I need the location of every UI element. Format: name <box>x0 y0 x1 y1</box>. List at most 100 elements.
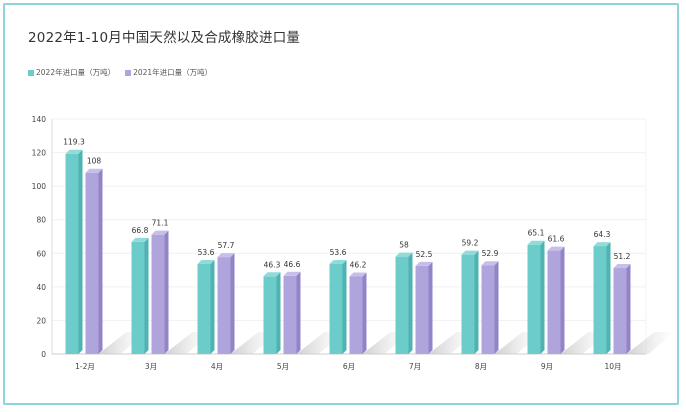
bar-2022-top <box>131 237 149 242</box>
x-tick-label: 8月 <box>475 362 487 371</box>
bar-2022-top <box>197 260 215 265</box>
y-tick-label: 0 <box>41 350 46 359</box>
data-label-2022: 53.6 <box>198 248 215 257</box>
data-label-2021: 71.1 <box>152 219 169 228</box>
bar-2022-side <box>144 237 149 354</box>
y-tick-label: 140 <box>32 115 47 124</box>
bar-2021 <box>547 250 561 354</box>
bar-2021-top <box>415 261 433 266</box>
bar-2022 <box>395 256 409 354</box>
chart-legend: 2022年进口量（万吨） 2021年进口量（万吨） <box>28 67 222 78</box>
bar-2022-top <box>395 252 413 257</box>
chart-title: 2022年1-10月中国天然以及合成橡胶进口量 <box>28 30 301 46</box>
data-label-2021: 61.6 <box>548 235 565 244</box>
bar-2021-top <box>613 264 631 269</box>
bar-2021-top <box>151 230 169 235</box>
bar-2021 <box>85 172 99 354</box>
bar-2021-side <box>626 264 631 354</box>
bar-2021-top <box>481 261 499 266</box>
legend-label-2022: 2022年进口量（万吨） <box>36 68 116 77</box>
bar-2022 <box>329 264 343 354</box>
y-tick-label: 120 <box>32 149 47 158</box>
bar-2022-top <box>329 260 347 265</box>
data-label-2022: 53.6 <box>330 248 347 257</box>
bar-2022-top <box>263 272 281 277</box>
y-tick-label: 20 <box>36 316 46 325</box>
y-tick-label: 80 <box>36 216 46 225</box>
data-label-2021: 51.2 <box>614 252 631 261</box>
bar-2022-top <box>65 149 83 154</box>
bar-2022-side <box>78 149 83 354</box>
bar-2021 <box>613 268 627 354</box>
data-label-2022: 66.8 <box>132 226 149 235</box>
data-label-2022: 64.3 <box>594 230 611 239</box>
bar-2021-side <box>98 168 103 354</box>
legend-swatch-2021 <box>125 69 132 76</box>
bar-2021-top <box>349 272 367 277</box>
bar-2021 <box>217 257 231 354</box>
x-tick-label: 5月 <box>277 362 289 371</box>
bar-2021-side <box>428 261 433 354</box>
legend-item-2021[interactable]: 2021年进口量（万吨） <box>125 67 212 78</box>
y-tick-label: 60 <box>36 249 46 258</box>
bar-2022-side <box>540 240 545 354</box>
x-tick-label: 1-2月 <box>75 362 95 371</box>
legend-item-2022[interactable]: 2022年进口量（万吨） <box>28 67 115 78</box>
bar-2021-top <box>547 246 565 251</box>
bar-2021-side <box>296 271 301 354</box>
bar-2021-side <box>230 253 235 354</box>
bar-2021-side <box>494 261 499 354</box>
bar-2021 <box>415 265 429 354</box>
data-label-2022: 65.1 <box>528 229 545 238</box>
bar-2021-top <box>85 168 103 173</box>
bar-2021 <box>349 276 363 354</box>
bar-2021 <box>283 275 297 354</box>
data-label-2021: 57.7 <box>218 241 235 250</box>
data-label-2021: 52.9 <box>482 249 499 258</box>
bar-2021-side <box>164 230 169 354</box>
bar-2021-top <box>283 271 301 276</box>
data-label-2021: 52.5 <box>416 250 433 259</box>
x-tick-label: 7月 <box>409 362 421 371</box>
bar-2022-side <box>276 272 281 354</box>
bar-2022-side <box>606 242 611 354</box>
data-label-2022: 58 <box>399 241 409 250</box>
bar-2022 <box>593 246 607 354</box>
x-tick-label: 10月 <box>604 362 621 371</box>
bar-2021-side <box>560 246 565 354</box>
bar-2022 <box>131 241 145 354</box>
bar-2022-side <box>408 252 413 354</box>
legend-label-2021: 2021年进口量（万吨） <box>133 68 213 77</box>
x-tick-label: 3月 <box>145 362 157 371</box>
bar-2022 <box>65 153 79 354</box>
chart-frame <box>3 3 679 405</box>
bar-2022-side <box>474 250 479 354</box>
data-label-2022: 59.2 <box>462 239 479 248</box>
bar-2022-top <box>593 242 611 247</box>
y-tick-label: 100 <box>32 182 47 191</box>
data-label-2022: 46.3 <box>264 260 281 269</box>
bar-shadow <box>626 332 675 354</box>
data-label-2021: 108 <box>87 157 102 166</box>
bar-2021 <box>151 234 165 354</box>
bar-2022 <box>263 276 277 354</box>
x-tick-label: 9月 <box>541 362 553 371</box>
x-tick-label: 6月 <box>343 362 355 371</box>
y-tick-label: 40 <box>36 283 46 292</box>
data-label-2021: 46.6 <box>284 260 301 269</box>
bar-2021 <box>481 265 495 354</box>
x-tick-label: 4月 <box>211 362 223 371</box>
bar-2021-top <box>217 253 235 258</box>
data-label-2022: 119.3 <box>63 138 85 147</box>
bar-2022 <box>197 264 211 354</box>
bar-2022-side <box>210 260 215 354</box>
data-label-2021: 46.2 <box>350 260 367 269</box>
bar-2022-top <box>527 240 545 245</box>
bar-2022 <box>461 254 475 354</box>
bar-2021-side <box>362 272 367 354</box>
legend-swatch-2022 <box>28 69 34 76</box>
bar-2022-side <box>342 260 347 354</box>
bar-2022 <box>527 244 541 354</box>
bar-2022-top <box>461 250 479 255</box>
